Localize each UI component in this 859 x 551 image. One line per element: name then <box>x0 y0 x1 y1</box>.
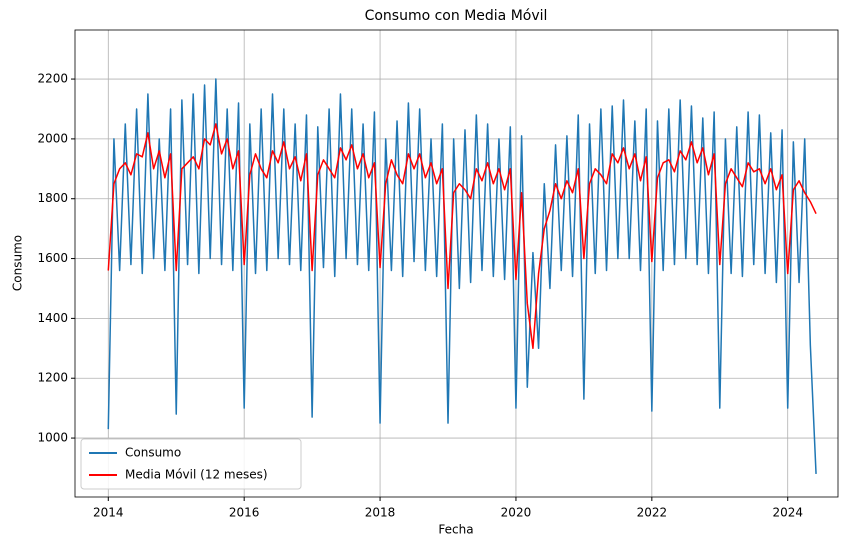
x-tick-label: 2018 <box>365 506 396 520</box>
series-line <box>107 78 817 474</box>
x-tick-label: 2020 <box>501 506 532 520</box>
legend-box <box>80 438 302 490</box>
x-tick-label: 2016 <box>229 506 260 520</box>
y-tick-label: 1800 <box>37 191 68 205</box>
legend-label: Media Móvil (12 meses) <box>125 468 268 482</box>
series-line <box>107 123 817 350</box>
y-tick-label: 1200 <box>37 371 68 385</box>
chart-title: Consumo con Media Móvil <box>365 8 548 24</box>
y-tick-label: 2200 <box>37 72 68 86</box>
x-tick-label: 2024 <box>772 506 803 520</box>
x-tick-label: 2022 <box>637 506 668 520</box>
x-tick-label: 2014 <box>93 506 124 520</box>
y-tick-label: 1400 <box>37 311 68 325</box>
y-tick-label: 2000 <box>37 131 68 145</box>
x-axis-label: Fecha <box>438 523 473 537</box>
plot-frame <box>74 29 839 498</box>
y-tick-label: 1000 <box>37 431 68 445</box>
y-axis-label: Consumo <box>11 235 25 291</box>
legend-label: Consumo <box>125 446 181 460</box>
y-tick-label: 1600 <box>37 251 68 265</box>
